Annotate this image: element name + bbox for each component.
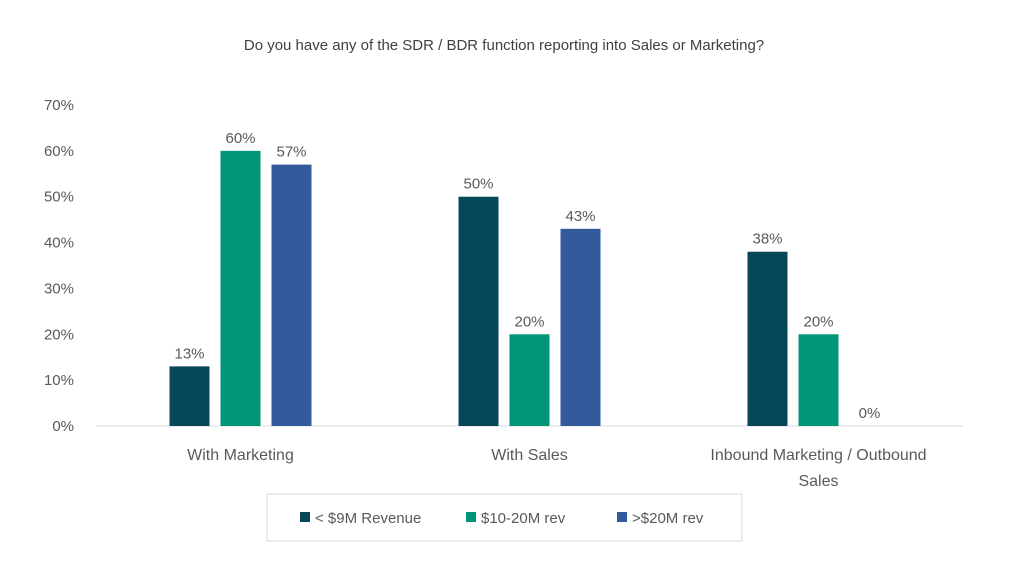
y-tick-label: 10% bbox=[44, 372, 74, 389]
legend-box bbox=[266, 493, 743, 542]
x-axis-categories: With Marketing With Sales Inbound Marketin… bbox=[187, 447, 926, 490]
legend-swatch bbox=[617, 512, 627, 522]
data-label: 57% bbox=[276, 144, 306, 161]
legend: < $9M Revenue $10-20M rev >$20M rev bbox=[300, 510, 704, 527]
x-category-label: With Marketing bbox=[187, 447, 294, 464]
y-axis: 0% 10% 20% 30% 40% 50% 60% 70% bbox=[44, 97, 74, 435]
data-label: 0% bbox=[859, 405, 881, 422]
data-label: 13% bbox=[174, 345, 204, 362]
bar bbox=[560, 228, 601, 426]
bars: 13% 60% 57% 50% 20% 43% 38% 20% 0% bbox=[169, 130, 881, 426]
data-label: 20% bbox=[803, 313, 833, 330]
legend-swatch bbox=[300, 512, 310, 522]
x-category-label: With Sales bbox=[491, 447, 567, 464]
y-tick-label: 40% bbox=[44, 235, 74, 252]
legend-label: < $9M Revenue bbox=[315, 510, 421, 527]
legend-label: >$20M rev bbox=[632, 510, 704, 527]
data-label: 38% bbox=[752, 231, 782, 248]
data-label: 20% bbox=[514, 313, 544, 330]
x-category-label: Inbound Marketing / Outbound Sales bbox=[710, 447, 926, 490]
bar bbox=[798, 334, 839, 426]
y-tick-label: 0% bbox=[52, 418, 74, 435]
y-tick-label: 30% bbox=[44, 280, 74, 297]
legend-label: $10-20M rev bbox=[481, 510, 566, 527]
chart-title: Do you have any of the SDR / BDR functio… bbox=[244, 37, 764, 54]
legend-swatch bbox=[466, 512, 476, 522]
bar bbox=[220, 150, 261, 426]
bar bbox=[169, 366, 210, 426]
y-tick-label: 50% bbox=[44, 189, 74, 206]
data-label: 50% bbox=[463, 176, 493, 193]
y-tick-label: 70% bbox=[44, 97, 74, 114]
bar bbox=[271, 164, 312, 426]
bar bbox=[747, 251, 788, 426]
bar bbox=[509, 334, 550, 426]
bar bbox=[458, 196, 499, 426]
y-tick-label: 20% bbox=[44, 326, 74, 343]
data-label: 60% bbox=[225, 130, 255, 147]
data-label: 43% bbox=[565, 208, 595, 225]
y-tick-label: 60% bbox=[44, 143, 74, 160]
